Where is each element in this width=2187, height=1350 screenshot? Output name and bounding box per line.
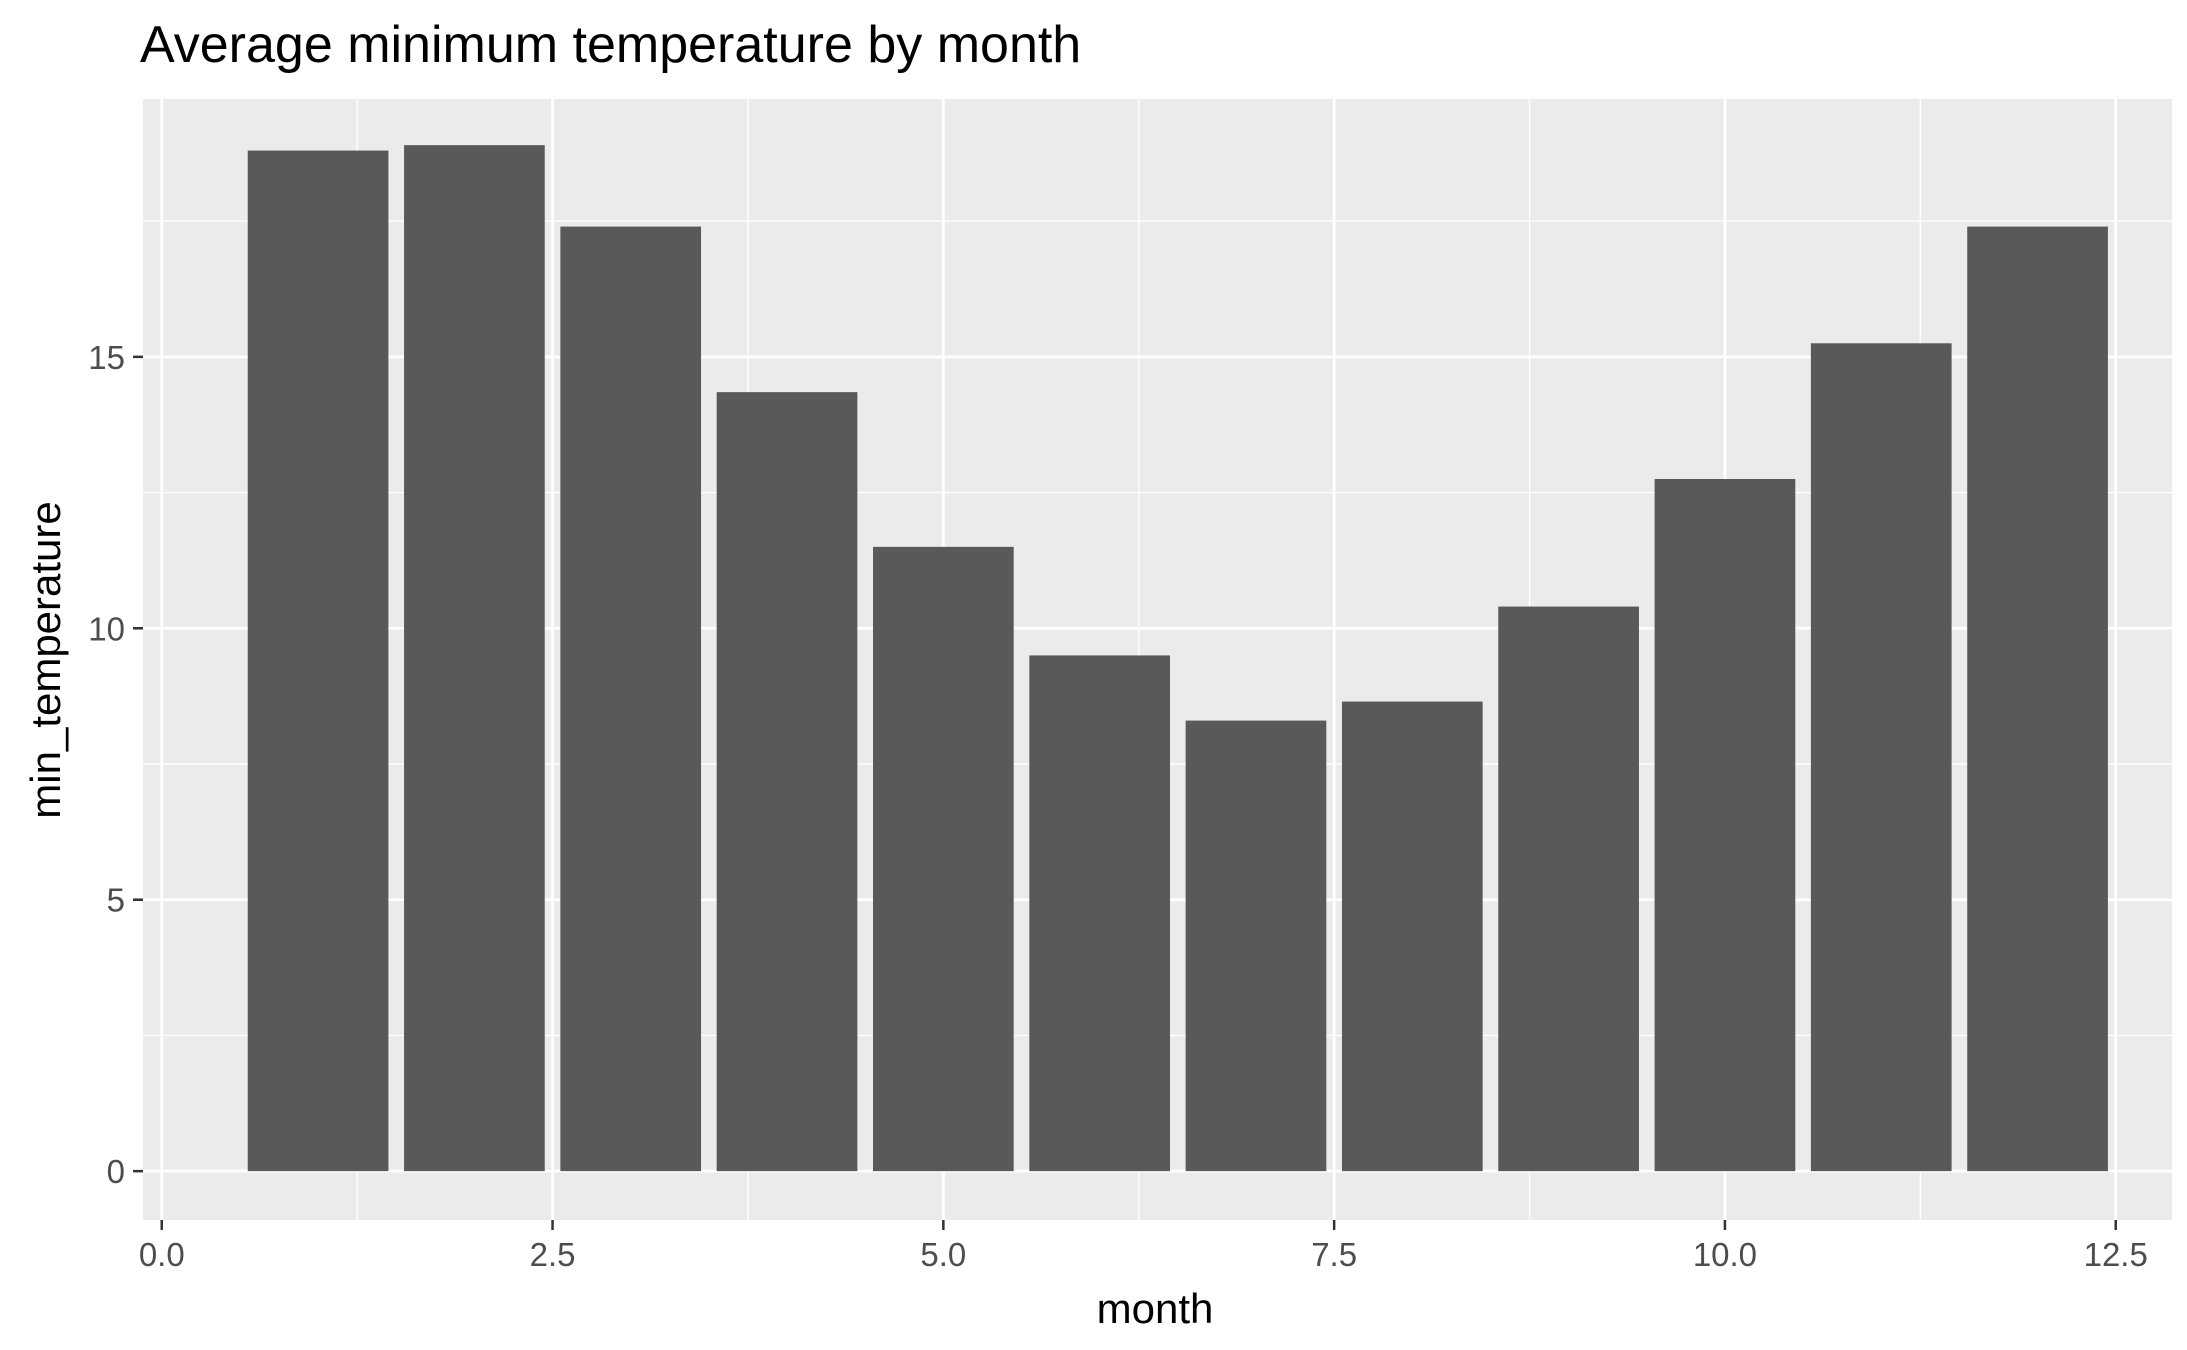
bar-month-1 bbox=[247, 150, 389, 1172]
x-tick-label: 5.0 bbox=[920, 1236, 966, 1273]
bar-month-7 bbox=[1185, 720, 1327, 1172]
bar-month-8 bbox=[1341, 701, 1483, 1172]
bar-month-12 bbox=[1967, 226, 2108, 1172]
bar-month-11 bbox=[1810, 343, 1952, 1172]
x-axis-title: month bbox=[1097, 1285, 1214, 1332]
bar-month-4 bbox=[716, 392, 858, 1172]
bar-month-9 bbox=[1498, 606, 1639, 1172]
x-tick-label: 7.5 bbox=[1311, 1236, 1357, 1273]
y-tick-label: 10 bbox=[88, 610, 125, 647]
x-tick-label: 2.5 bbox=[530, 1236, 576, 1273]
bar-month-5 bbox=[873, 546, 1014, 1172]
chart-title: Average minimum temperature by month bbox=[140, 16, 1081, 74]
bar-month-3 bbox=[560, 226, 702, 1172]
y-axis: 0 5 10 15 bbox=[88, 339, 143, 1190]
bar-month-10 bbox=[1654, 479, 1796, 1172]
bar-month-2 bbox=[404, 145, 545, 1172]
y-tick-label: 5 bbox=[107, 882, 125, 919]
x-tick-label: 10.0 bbox=[1693, 1236, 1757, 1273]
y-tick-label: 0 bbox=[107, 1153, 125, 1190]
x-tick-label: 12.5 bbox=[2084, 1236, 2148, 1273]
bars bbox=[247, 145, 2108, 1172]
x-tick-label: 0.0 bbox=[139, 1236, 185, 1273]
bar-month-6 bbox=[1029, 655, 1171, 1172]
y-axis-title: min_temperature bbox=[22, 501, 69, 818]
x-axis: 0.0 2.5 5.0 7.5 10.0 12.5 bbox=[139, 1220, 2148, 1273]
y-tick-label: 15 bbox=[88, 339, 125, 376]
